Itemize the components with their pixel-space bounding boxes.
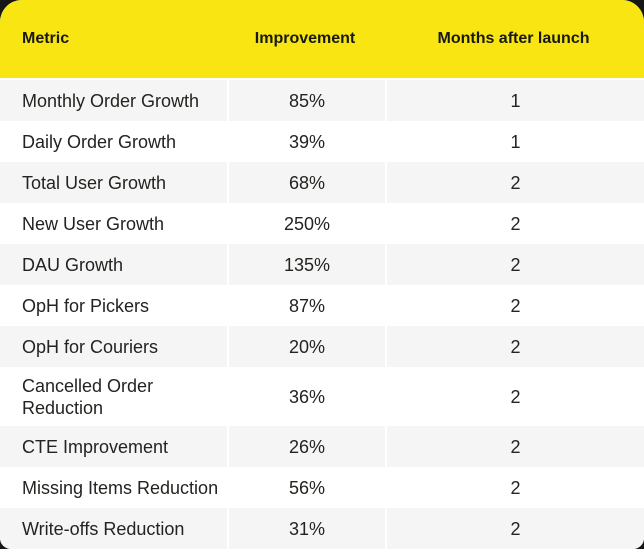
table-row: OpH for Couriers 20% 2 — [0, 326, 644, 367]
improvement-value: 26% — [288, 436, 326, 457]
improvement-value: 36% — [288, 386, 326, 407]
months-cell: 2 — [387, 285, 644, 326]
improvement-value: 250% — [283, 213, 331, 234]
improvement-cell: 39% — [229, 121, 385, 162]
improvement-cell: 36% — [229, 367, 385, 426]
metric-cell: Monthly Order Growth — [0, 80, 227, 121]
months-cell: 2 — [387, 426, 644, 467]
months-value: 2 — [510, 436, 521, 457]
metric-label: Cancelled Order Reduction — [22, 375, 154, 418]
metric-cell: OpH for Couriers — [0, 326, 227, 367]
improvement-cell: 56% — [229, 467, 385, 508]
improvement-cell: 31% — [229, 508, 385, 549]
table-row: Daily Order Growth 39% 1 — [0, 121, 644, 162]
column-header-metric: Metric — [0, 28, 227, 50]
column-header-months-after-launch: Months after launch — [383, 28, 644, 50]
improvement-value: 20% — [288, 336, 326, 357]
months-value: 2 — [510, 295, 521, 316]
improvement-cell: 135% — [229, 244, 385, 285]
months-cell: 2 — [387, 203, 644, 244]
metric-label: Monthly Order Growth — [22, 90, 200, 111]
metric-cell: Daily Order Growth — [0, 121, 227, 162]
table-row: Write-offs Reduction 31% 2 — [0, 508, 644, 549]
metric-label: Missing Items Reduction — [22, 477, 219, 498]
months-value: 2 — [510, 336, 521, 357]
improvement-value: 31% — [288, 518, 326, 539]
table-row: CTE Improvement 26% 2 — [0, 426, 644, 467]
months-value: 2 — [510, 172, 521, 193]
metric-cell: Write-offs Reduction — [0, 508, 227, 549]
improvement-value: 56% — [288, 477, 326, 498]
months-value: 1 — [510, 90, 521, 111]
metric-label: OpH for Pickers — [22, 295, 150, 316]
months-cell: 2 — [387, 467, 644, 508]
months-value: 2 — [510, 518, 521, 539]
column-header-improvement: Improvement — [227, 28, 383, 50]
metric-cell: OpH for Pickers — [0, 285, 227, 326]
months-cell: 2 — [387, 508, 644, 549]
metric-cell: CTE Improvement — [0, 426, 227, 467]
table-row: Cancelled Order Reduction 36% 2 — [0, 367, 644, 426]
metric-cell: Total User Growth — [0, 162, 227, 203]
metric-label: Write-offs Reduction — [22, 518, 185, 539]
table-row: Missing Items Reduction 56% 2 — [0, 467, 644, 508]
metric-cell: DAU Growth — [0, 244, 227, 285]
metric-cell: Cancelled Order Reduction — [0, 367, 227, 426]
column-header-metric-label: Metric — [22, 30, 70, 47]
metric-label: OpH for Couriers — [22, 336, 159, 357]
table-row: Monthly Order Growth 85% 1 — [0, 80, 644, 121]
improvement-cell: 85% — [229, 80, 385, 121]
metric-label: New User Growth — [22, 213, 165, 234]
improvement-value: 87% — [288, 295, 326, 316]
improvement-value: 85% — [288, 90, 326, 111]
metric-label: DAU Growth — [22, 254, 124, 275]
months-cell: 2 — [387, 326, 644, 367]
metric-cell: Missing Items Reduction — [0, 467, 227, 508]
improvement-cell: 68% — [229, 162, 385, 203]
table-row: Total User Growth 68% 2 — [0, 162, 644, 203]
months-value: 2 — [510, 254, 521, 275]
improvement-value: 68% — [288, 172, 326, 193]
improvement-cell: 20% — [229, 326, 385, 367]
months-value: 2 — [510, 477, 521, 498]
improvement-cell: 250% — [229, 203, 385, 244]
table-header-row: Metric Improvement Months after launch — [0, 0, 644, 78]
months-value: 2 — [510, 213, 521, 234]
column-header-months-after-launch-label: Months after launch — [437, 30, 590, 47]
months-cell: 2 — [387, 162, 644, 203]
improvement-cell: 87% — [229, 285, 385, 326]
improvement-value: 135% — [283, 254, 331, 275]
column-header-improvement-label: Improvement — [254, 30, 356, 47]
months-cell: 2 — [387, 244, 644, 285]
table-row: New User Growth 250% 2 — [0, 203, 644, 244]
metric-label: Daily Order Growth — [22, 131, 177, 152]
months-cell: 1 — [387, 80, 644, 121]
metric-label: Total User Growth — [22, 172, 167, 193]
months-value: 1 — [510, 131, 521, 152]
table-row: DAU Growth 135% 2 — [0, 244, 644, 285]
metric-label: CTE Improvement — [22, 436, 169, 457]
metric-cell: New User Growth — [0, 203, 227, 244]
months-cell: 2 — [387, 367, 644, 426]
table-body: Monthly Order Growth 85% 1 Daily Order G… — [0, 80, 644, 549]
improvement-value: 39% — [288, 131, 326, 152]
table-row: OpH for Pickers 87% 2 — [0, 285, 644, 326]
months-value: 2 — [510, 386, 521, 407]
improvement-cell: 26% — [229, 426, 385, 467]
months-cell: 1 — [387, 121, 644, 162]
